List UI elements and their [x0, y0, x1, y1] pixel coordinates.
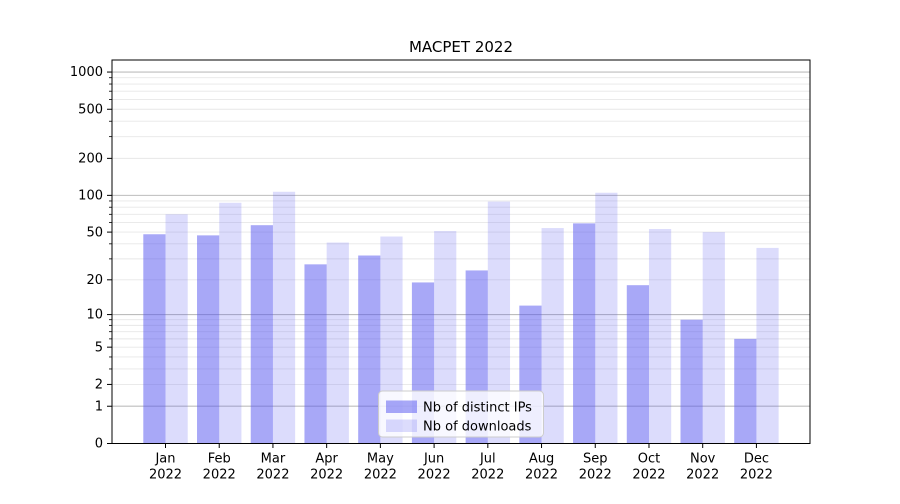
x-tick-label-month: Feb	[208, 452, 231, 467]
bar-downloads-oct	[648, 229, 672, 444]
x-tick-label-month: Oct	[638, 452, 660, 467]
plot-border	[111, 59, 811, 444]
x-tick-label-month: Jan	[154, 452, 175, 467]
y-tick-label: 200	[78, 152, 103, 167]
y-tick-label: 50	[86, 225, 103, 240]
y-tick-label: 2	[95, 378, 103, 393]
y-tick-label: 5	[95, 340, 103, 355]
x-tick-label-month: Sep	[583, 452, 608, 467]
bar-downloads-sep	[595, 192, 618, 444]
x-tick-label-year: 2022	[632, 468, 665, 483]
x-tick-label-month: Aug	[529, 452, 554, 467]
bar-downloads-nov	[702, 232, 725, 444]
y-tick-label: 1	[95, 399, 103, 414]
bar-ips-apr	[304, 264, 327, 444]
x-tick-label-year: 2022	[203, 468, 236, 483]
bar-ips-sep	[573, 223, 596, 444]
y-tick-label: 500	[78, 102, 103, 117]
bar-downloads-feb	[219, 202, 242, 444]
x-axis: Jan2022Feb2022Mar2022Apr2022May2022Jun20…	[149, 443, 773, 483]
legend-swatch-downloads	[386, 419, 417, 432]
x-tick-label-year: 2022	[525, 468, 558, 483]
x-tick-label-month: Jul	[479, 452, 496, 467]
legend-box	[378, 390, 544, 438]
chart-title: MACPET 2022	[409, 38, 513, 56]
bar-ips-oct	[626, 285, 649, 444]
bar-downloads-mar	[272, 191, 296, 444]
y-tick-label: 100	[78, 189, 103, 204]
x-tick-label-month: Mar	[261, 452, 286, 467]
x-tick-label-year: 2022	[310, 468, 343, 483]
x-tick-label-year: 2022	[579, 468, 612, 483]
legend-swatch-distinct-ips	[386, 400, 417, 413]
x-tick-label-year: 2022	[256, 468, 289, 483]
x-tick-label-year: 2022	[740, 468, 773, 483]
legend-label-distinct-ips: Nb of distinct IPs	[423, 401, 532, 416]
y-tick-label: 1000	[70, 65, 103, 80]
x-tick-label-month: Nov	[690, 452, 716, 467]
bar-ips-mar	[250, 225, 273, 444]
bar-ips-nov	[680, 319, 703, 444]
x-tick-label-year: 2022	[364, 468, 397, 483]
y-tick-label: 10	[86, 308, 103, 323]
x-tick-label-year: 2022	[149, 468, 182, 483]
legend-label-downloads: Nb of downloads	[423, 420, 532, 435]
bar-downloads-apr	[326, 242, 349, 444]
bar-ips-may	[358, 255, 381, 444]
bar-downloads-dec	[756, 247, 779, 444]
bar-downloads-jan	[165, 214, 188, 444]
y-tick-label: 0	[95, 437, 103, 452]
bar-downloads-jul	[487, 201, 511, 444]
x-tick-label-month: Jun	[423, 452, 444, 467]
legend: Nb of distinct IPs Nb of downloads	[378, 390, 544, 438]
bar-ips-feb	[197, 235, 220, 444]
bar-downloads-jun	[434, 231, 457, 444]
bar-ips-dec	[734, 338, 757, 444]
x-tick-label-month: Apr	[315, 452, 338, 467]
bar-ips-jan	[143, 234, 166, 444]
x-tick-label-year: 2022	[686, 468, 719, 483]
bar-downloads-aug	[541, 228, 564, 444]
x-tick-label-year: 2022	[471, 468, 504, 483]
x-tick-label-year: 2022	[418, 468, 451, 483]
x-tick-label-month: Dec	[744, 452, 769, 467]
y-tick-label: 20	[86, 273, 103, 288]
x-tick-label-month: May	[367, 452, 394, 467]
